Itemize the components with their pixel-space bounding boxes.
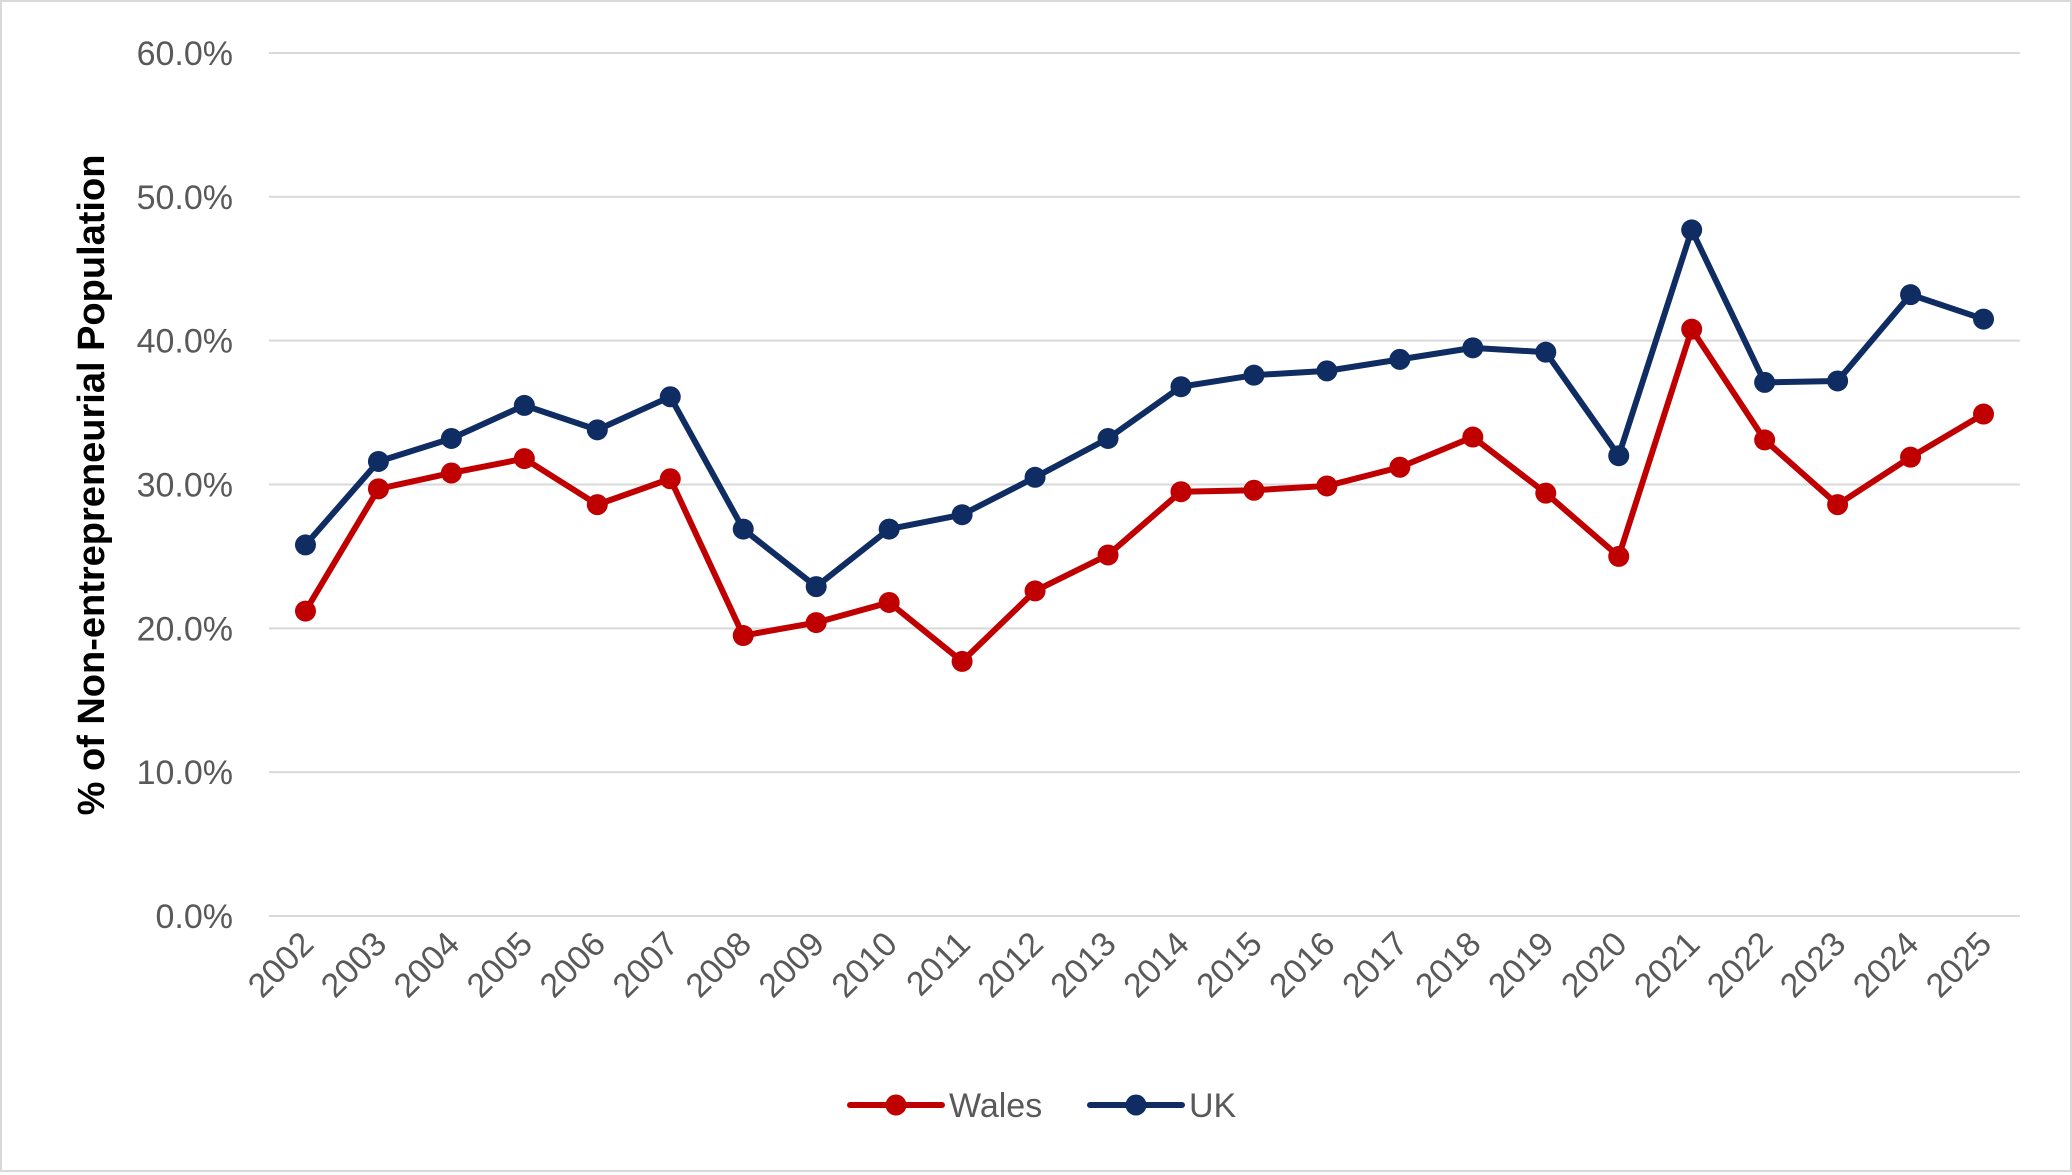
data-point — [659, 468, 681, 490]
data-point — [367, 450, 389, 472]
data-point — [951, 650, 973, 672]
x-tick-label: 2016 — [1262, 925, 1342, 1005]
y-tick-label: 0.0% — [156, 898, 234, 936]
x-tick-label: 2015 — [1189, 925, 1269, 1005]
series-line — [302, 326, 1987, 665]
data-point — [1608, 445, 1630, 467]
x-tick-label: 2024 — [1846, 925, 1926, 1005]
data-point — [1900, 446, 1922, 468]
data-point — [440, 462, 462, 484]
series-uk — [294, 219, 1995, 598]
data-point — [878, 591, 900, 613]
x-tick-label: 2007 — [606, 925, 686, 1005]
x-tick-label: 2002 — [241, 925, 321, 1005]
x-axis-tick-labels: 2002200320042005200620072008200920102011… — [241, 925, 1999, 1005]
data-point — [659, 386, 681, 408]
x-tick-label: 2013 — [1043, 925, 1123, 1005]
gridlines — [269, 52, 2020, 917]
data-point — [513, 394, 535, 416]
data-point — [1754, 429, 1776, 451]
data-point — [1900, 284, 1922, 306]
data-point — [1754, 371, 1776, 393]
x-tick-label: 2010 — [824, 925, 904, 1005]
series-line — [302, 226, 1987, 590]
data-point — [1389, 456, 1411, 478]
data-point — [1097, 544, 1119, 566]
x-tick-label: 2005 — [460, 925, 540, 1005]
data-point — [1097, 427, 1119, 449]
x-tick-label: 2009 — [751, 925, 831, 1005]
legend-marker — [1125, 1094, 1147, 1116]
data-point — [1170, 481, 1192, 503]
data-point — [1681, 219, 1703, 241]
data-point — [1243, 479, 1265, 501]
data-point — [732, 518, 754, 540]
data-point — [1243, 364, 1265, 386]
y-tick-label: 10.0% — [137, 754, 233, 792]
data-point — [1389, 348, 1411, 370]
data-series — [294, 219, 1995, 672]
x-tick-label: 2021 — [1627, 925, 1707, 1005]
x-tick-label: 2017 — [1335, 925, 1415, 1005]
legend-label: UK — [1189, 1087, 1237, 1125]
data-point — [367, 478, 389, 500]
data-point — [513, 448, 535, 470]
data-point — [294, 600, 316, 622]
series-wales — [294, 318, 1995, 672]
data-point — [586, 494, 608, 516]
data-point — [1316, 475, 1338, 497]
x-tick-label: 2019 — [1481, 925, 1561, 1005]
data-point — [1024, 580, 1046, 602]
data-point — [440, 427, 462, 449]
x-tick-label: 2008 — [679, 925, 759, 1005]
data-point — [1535, 482, 1557, 504]
data-point — [1827, 370, 1849, 392]
data-point — [1462, 426, 1484, 448]
legend: Wales UK — [847, 1087, 1237, 1125]
data-point — [1827, 494, 1849, 516]
y-tick-label: 20.0% — [137, 610, 233, 648]
data-point — [1535, 341, 1557, 363]
x-tick-label: 2012 — [970, 925, 1050, 1005]
data-point — [1681, 318, 1703, 340]
x-tick-label: 2025 — [1919, 925, 1999, 1005]
x-tick-label: 2018 — [1408, 925, 1488, 1005]
y-tick-label: 40.0% — [137, 323, 233, 361]
data-point — [1170, 376, 1192, 398]
y-tick-label: 60.0% — [137, 35, 233, 73]
data-point — [805, 576, 827, 598]
data-point — [732, 625, 754, 647]
x-tick-label: 2020 — [1554, 925, 1634, 1005]
data-point — [586, 419, 608, 441]
data-point — [951, 504, 973, 526]
y-axis-tick-labels: 0.0% 10.0% 20.0% 30.0% 40.0% 50.0% 60.0% — [137, 35, 233, 936]
legend-entry-uk: UK — [1087, 1087, 1237, 1125]
data-point — [1316, 360, 1338, 382]
data-point — [294, 534, 316, 556]
y-tick-label: 30.0% — [137, 467, 233, 505]
x-tick-label: 2011 — [899, 925, 978, 1004]
x-tick-label: 2003 — [314, 925, 394, 1005]
legend-label: Wales — [949, 1087, 1042, 1125]
data-point — [1973, 403, 1995, 425]
data-point — [1608, 545, 1630, 567]
x-tick-label: 2014 — [1116, 925, 1196, 1005]
data-point — [1462, 337, 1484, 359]
x-tick-label: 2006 — [533, 925, 613, 1005]
data-point — [805, 612, 827, 634]
x-tick-label: 2004 — [387, 925, 467, 1005]
y-tick-label: 50.0% — [137, 179, 233, 217]
data-point — [1973, 308, 1995, 330]
data-point — [1024, 466, 1046, 488]
y-axis-title: % of Non-entrepreneurial Population — [71, 155, 113, 816]
data-point — [878, 518, 900, 540]
x-tick-label: 2022 — [1700, 925, 1780, 1005]
legend-entry-wales: Wales — [847, 1087, 1042, 1125]
legend-marker — [885, 1094, 907, 1116]
x-tick-label: 2023 — [1773, 925, 1853, 1005]
